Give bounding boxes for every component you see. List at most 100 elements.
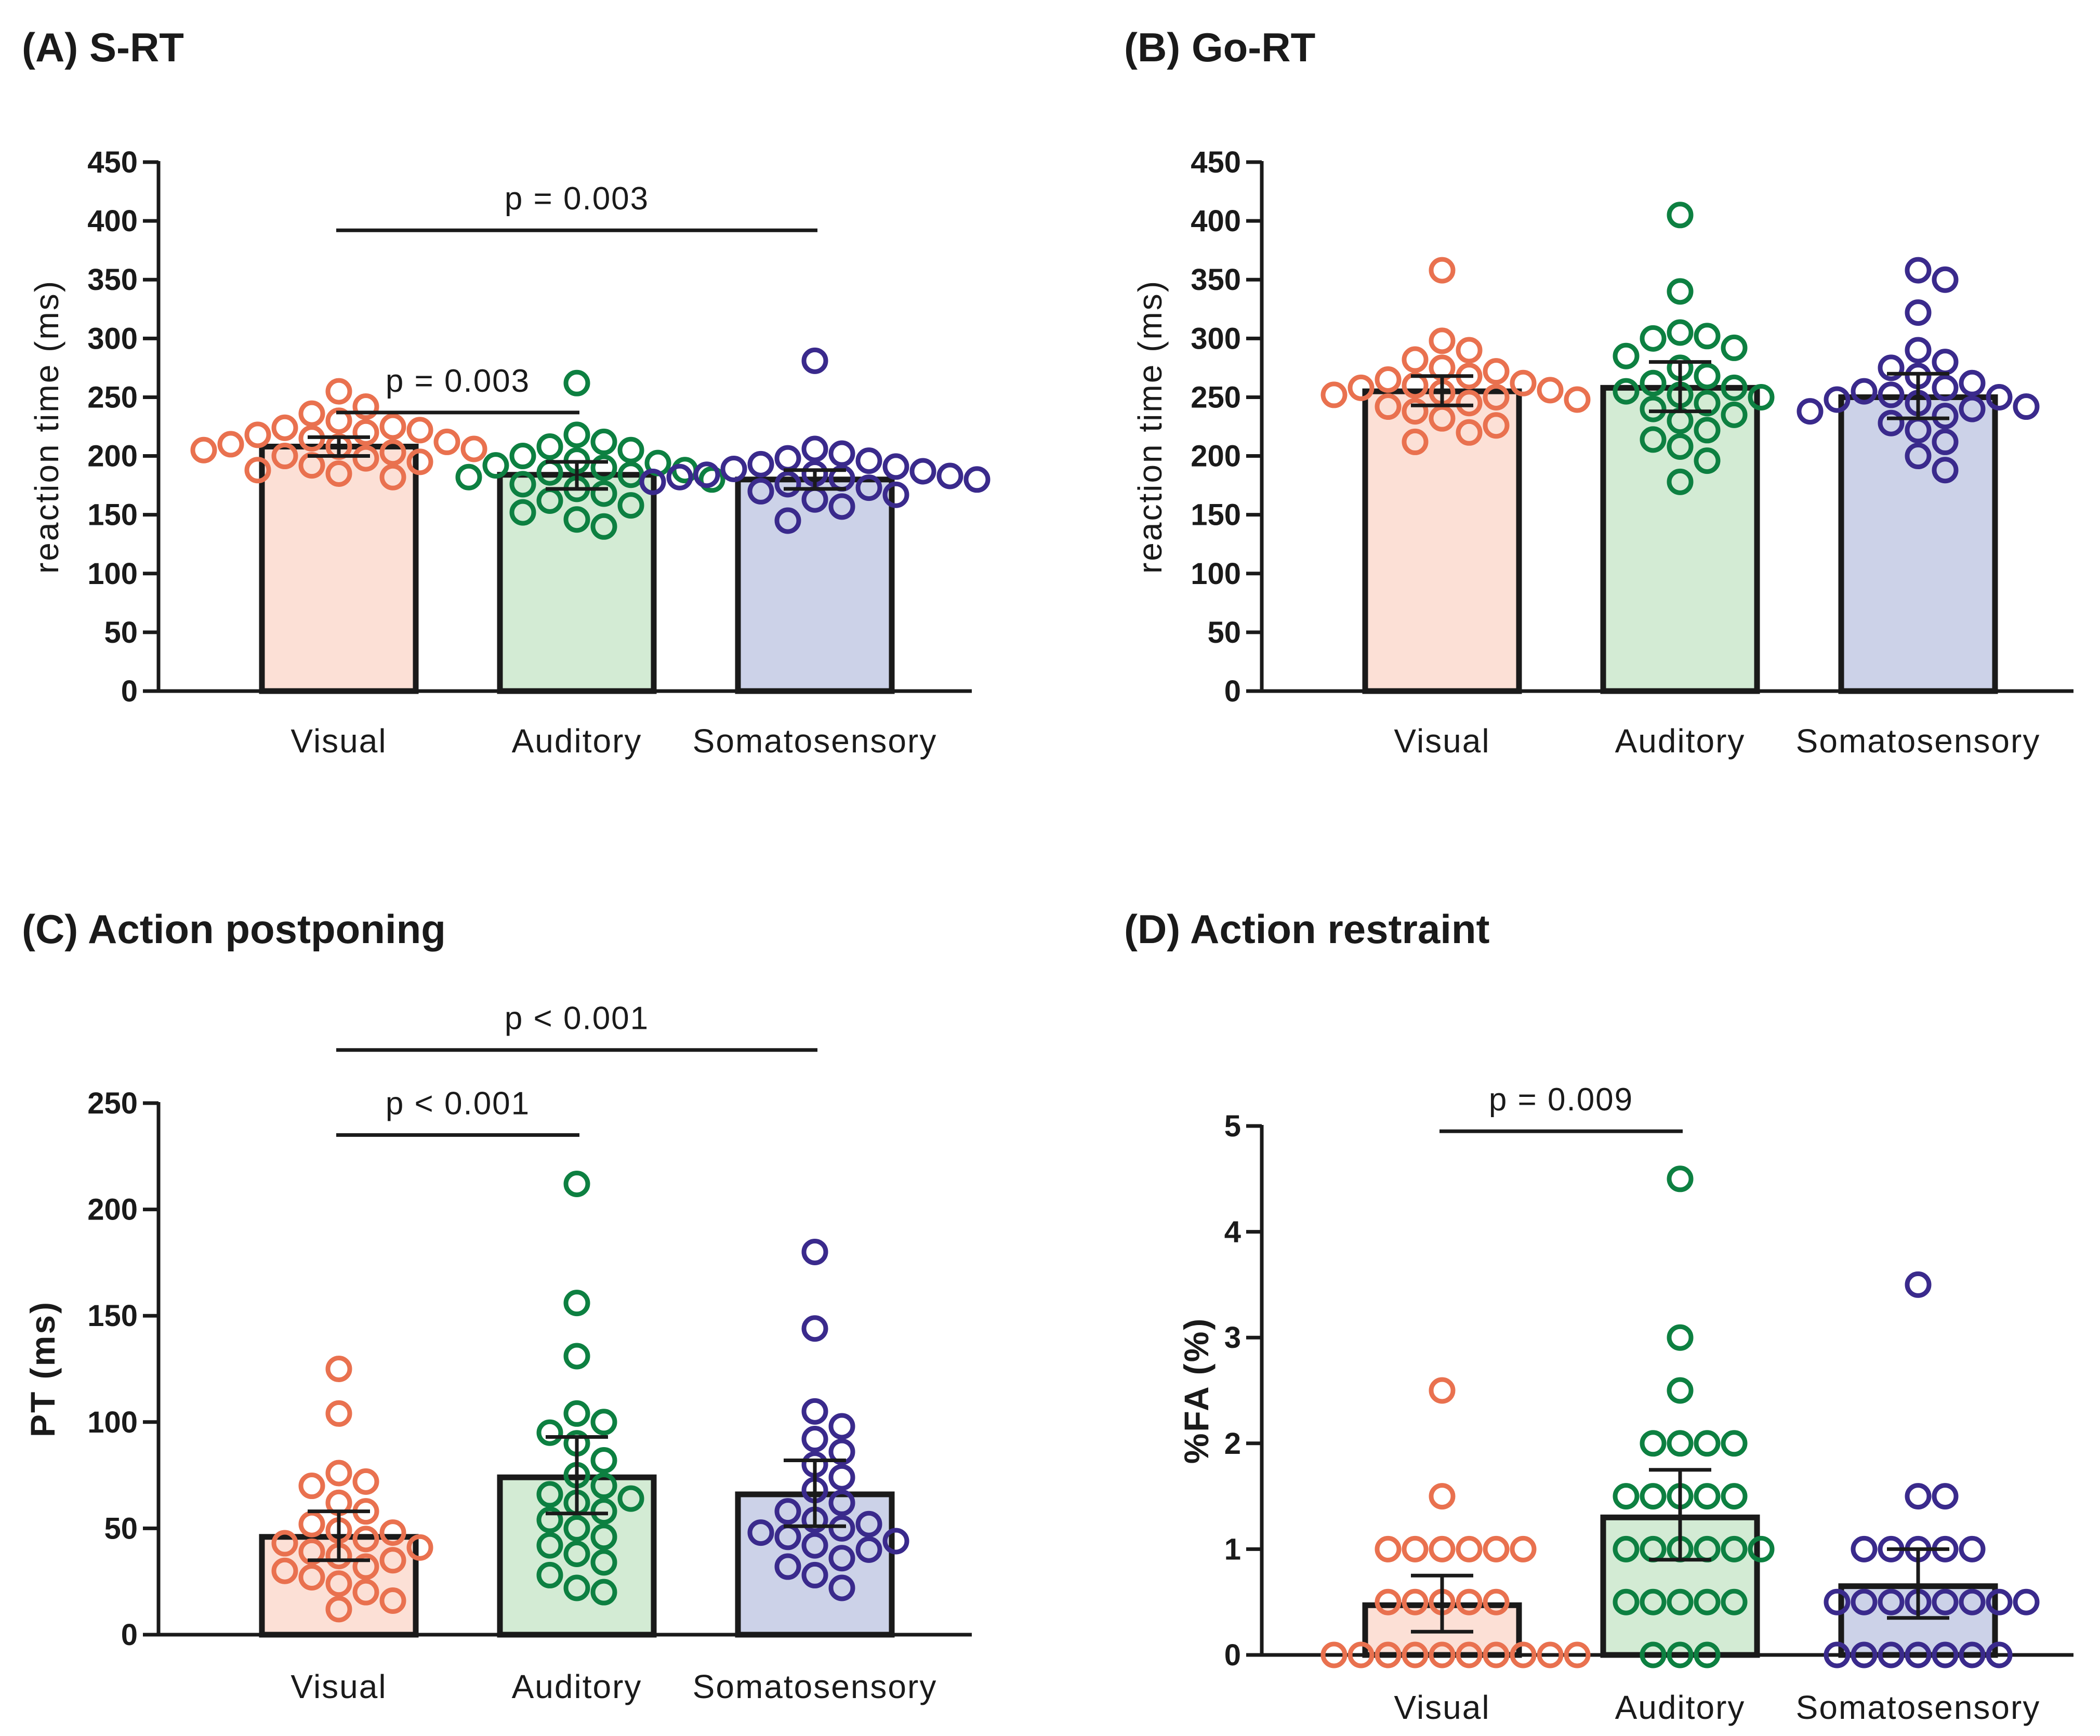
data-point [1721, 1535, 1748, 1562]
data-point [1878, 1641, 1905, 1668]
data-point [1694, 1641, 1721, 1668]
y-tick-label: 100 [87, 1406, 138, 1439]
data-point [563, 421, 590, 448]
data-point [855, 447, 882, 474]
data-point [509, 471, 536, 498]
data-point [1429, 1377, 1456, 1404]
y-tick-label: 150 [87, 498, 138, 532]
data-point [406, 417, 433, 444]
data-point [352, 1553, 379, 1580]
data-point [774, 1553, 801, 1580]
data-point [1613, 1483, 1640, 1510]
data-point [855, 1536, 882, 1563]
category-label: Somatosensory [693, 1668, 937, 1705]
data-point [774, 1498, 801, 1525]
y-axis-label: PT (ms) [23, 1301, 62, 1437]
data-point [1721, 1588, 1748, 1615]
data-point [617, 436, 644, 463]
y-tick-label: 450 [1191, 145, 1241, 179]
category-label: Somatosensory [1796, 1689, 2041, 1726]
y-tick-label: 250 [1191, 380, 1241, 414]
data-point [298, 400, 325, 427]
data-point [482, 452, 509, 479]
data-point [1456, 1641, 1483, 1668]
y-tick-label: 400 [1191, 204, 1241, 238]
data-point [1667, 1165, 1694, 1192]
data-point [1456, 390, 1483, 417]
data-point [1959, 1641, 1986, 1668]
data-point [1429, 1641, 1456, 1668]
data-point [1320, 381, 1348, 408]
data-point [882, 1528, 909, 1555]
significance-label: p < 0.001 [386, 1085, 530, 1121]
data-point [1932, 374, 1959, 401]
data-point [882, 481, 909, 508]
data-point [1483, 412, 1510, 439]
data-point [1797, 398, 1824, 425]
data-point [828, 493, 855, 520]
data-point [1640, 1483, 1667, 1510]
data-point [590, 1447, 617, 1474]
category-label: Visual [290, 1668, 387, 1705]
data-point [747, 478, 774, 505]
data-point [1932, 349, 1959, 376]
chart-title: (A) S-RT [22, 24, 184, 70]
data-point [1824, 1588, 1851, 1615]
data-point [1721, 1430, 1748, 1457]
data-point [298, 1473, 325, 1500]
data-point [590, 480, 617, 507]
significance-label: p = 0.003 [505, 181, 649, 217]
data-point [774, 507, 801, 534]
data-point [1986, 383, 2013, 410]
data-point [1667, 433, 1694, 460]
data-point [1959, 1588, 1986, 1615]
data-point [1748, 383, 1775, 410]
data-point [536, 1561, 563, 1588]
data-point [298, 1510, 325, 1538]
y-tick-label: 300 [87, 322, 138, 355]
data-point [1959, 369, 1986, 396]
y-axis-label: %FA (%) [1177, 1317, 1216, 1464]
y-tick-label: 350 [87, 263, 138, 297]
data-point [536, 1506, 563, 1533]
data-point [1348, 374, 1375, 401]
data-point [1564, 1641, 1591, 1668]
data-point [1375, 366, 1402, 393]
data-point [1402, 428, 1429, 455]
y-tick-label: 50 [1207, 616, 1241, 650]
data-point [1510, 1535, 1537, 1562]
chart-title: (C) Action postponing [22, 906, 446, 952]
data-point [1667, 1324, 1694, 1351]
data-point [563, 1170, 590, 1197]
chart-title: (D) Action restraint [1124, 906, 1490, 952]
y-axis-label: reaction time (ms) [1131, 280, 1169, 574]
data-point [1932, 266, 1959, 293]
data-point [325, 378, 352, 405]
data-point [1932, 457, 1959, 484]
data-point [352, 1468, 379, 1495]
data-point [1748, 1535, 1775, 1562]
data-point [1537, 1641, 1564, 1668]
data-point [828, 1574, 855, 1601]
y-tick-label: 350 [1191, 263, 1241, 297]
data-point [217, 431, 244, 458]
data-point [1640, 395, 1667, 422]
data-point [325, 1460, 352, 1487]
data-point [1667, 202, 1694, 229]
data-point [1667, 319, 1694, 346]
data-point [801, 1532, 828, 1559]
data-point [2013, 393, 2040, 420]
data-point [298, 1538, 325, 1565]
data-point [1375, 1535, 1402, 1562]
data-point [325, 460, 352, 487]
data-point [1510, 1641, 1537, 1668]
data-point [617, 1485, 644, 1512]
data-point [1640, 369, 1667, 396]
y-tick-label: 200 [87, 1193, 138, 1227]
data-point [1483, 358, 1510, 385]
data-point [590, 1473, 617, 1500]
data-point [563, 1290, 590, 1317]
data-point [1667, 1430, 1694, 1457]
data-point [1456, 419, 1483, 446]
